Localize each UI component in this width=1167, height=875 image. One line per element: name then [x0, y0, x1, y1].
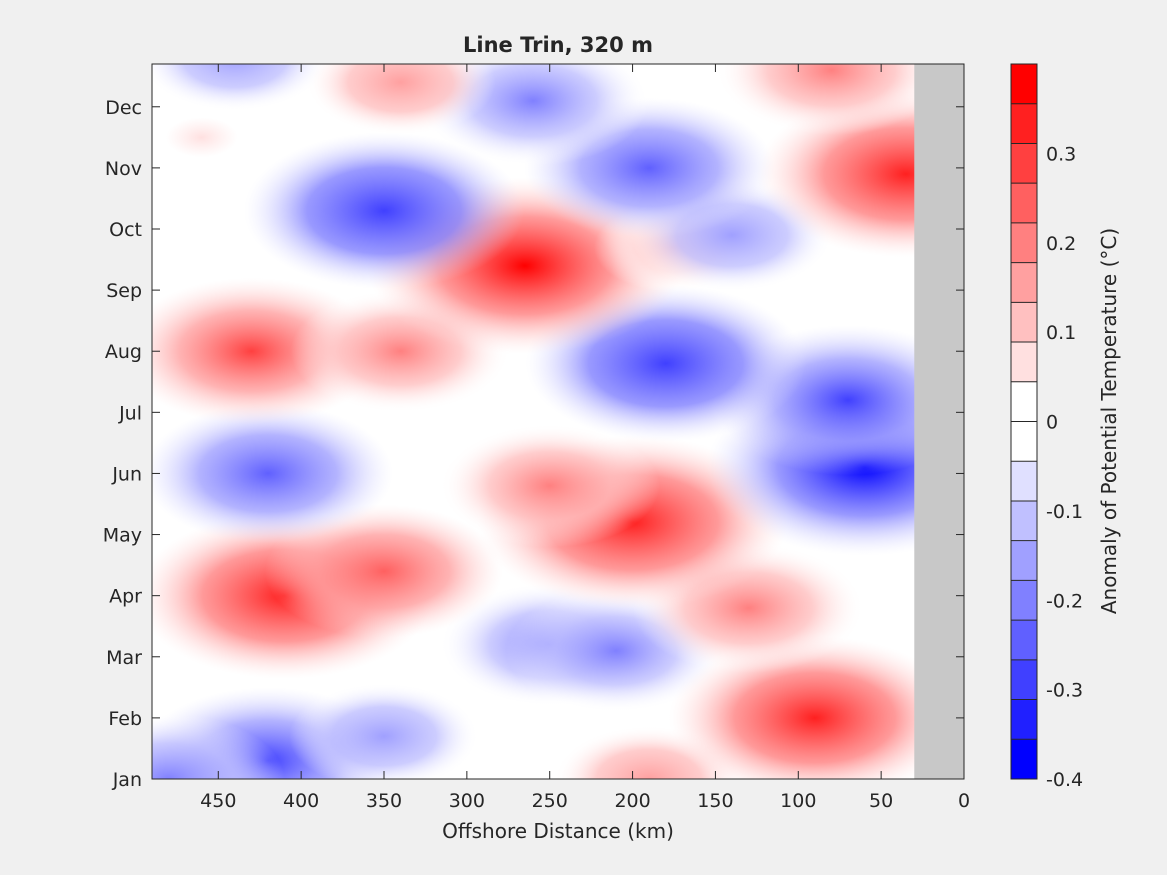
- colorbar-swatch: [1011, 659, 1037, 701]
- x-tick-label: 0: [958, 790, 970, 812]
- anomaly-blob: [152, 714, 285, 779]
- plot-frame: [151, 63, 965, 780]
- colorbar-swatch: [1011, 739, 1037, 780]
- y-axis: Jan Feb Mar Apr May Jun Jul Aug Sep Oct Nov Dec: [103, 97, 964, 791]
- colorbar-swatch: [1011, 500, 1037, 542]
- contour-fill-layer: [152, 64, 964, 779]
- colorbar-tick-label: -0.4: [1046, 769, 1083, 791]
- colorbar-swatch: [1011, 302, 1037, 343]
- colorbar-tick-label: -0.3: [1046, 680, 1083, 702]
- anomaly-blob: [244, 132, 524, 290]
- colorbar-label: Anomaly of Potential Temperature (°C): [1097, 228, 1121, 614]
- y-tick-label: Jan: [112, 769, 142, 791]
- plot-area: [151, 63, 965, 780]
- no-data-region: [914, 64, 964, 779]
- colorbar-tick-label: 0.1: [1046, 322, 1076, 344]
- x-tick-label: 50: [869, 790, 893, 812]
- anomaly-blob: [152, 100, 267, 174]
- colorbar-tick-label: 0.2: [1046, 233, 1076, 255]
- colorbar-swatch: [1011, 342, 1037, 383]
- colorbar-swatch: [1011, 580, 1037, 621]
- colorbar-tick-label: 0: [1046, 412, 1058, 434]
- anomaly-blob: [715, 64, 948, 136]
- y-tick-label: Oct: [109, 219, 142, 241]
- colorbar-swatch: [1011, 183, 1037, 224]
- y-tick-label: Mar: [106, 647, 142, 669]
- y-tick-label: Nov: [105, 158, 142, 180]
- x-tick-label: 100: [780, 790, 816, 812]
- y-tick-label: Jun: [111, 463, 142, 485]
- x-tick-label: 450: [200, 790, 236, 812]
- colorbar-swatch: [1011, 540, 1037, 581]
- colorbar-swatch: [1011, 381, 1037, 422]
- colorbar-swatch: [1011, 262, 1037, 303]
- x-tick-label: 200: [614, 790, 650, 812]
- colorbar-ticks: -0.4 -0.3 -0.2 -0.1 0 0.1 0.2 0.3: [1046, 143, 1083, 791]
- anomaly-blob: [289, 683, 479, 779]
- y-tick-label: Dec: [105, 97, 142, 119]
- x-tick-label: 350: [366, 790, 402, 812]
- colorbar: [1010, 63, 1038, 780]
- colorbar-swatch: [1011, 103, 1037, 144]
- anomaly-blob: [152, 403, 393, 544]
- anomaly-blob: [439, 424, 660, 548]
- colorbar-tick-label: 0.3: [1046, 143, 1076, 165]
- anomaly-blob: [265, 504, 503, 638]
- y-tick-label: Apr: [109, 586, 142, 608]
- x-axis-label: Offshore Distance (km): [442, 819, 674, 843]
- colorbar-swatch: [1011, 699, 1037, 740]
- colorbar-swatch: [1011, 64, 1037, 105]
- y-tick-label: Jul: [118, 402, 142, 424]
- x-tick-label: 400: [283, 790, 319, 812]
- y-tick-label: May: [103, 525, 142, 547]
- y-tick-label: Sep: [106, 280, 142, 302]
- colorbar-swatch: [1011, 620, 1037, 661]
- colorbar-swatch: [1011, 461, 1037, 502]
- x-axis: 450 400 350 300 250 200 150 100 50 0: [200, 64, 970, 812]
- x-tick-label: 300: [449, 790, 485, 812]
- y-tick-label: Feb: [108, 708, 142, 730]
- x-tick-label: 250: [532, 790, 568, 812]
- anomaly-blob: [305, 64, 496, 136]
- y-tick-label: Aug: [105, 341, 142, 363]
- colorbar-tick-label: -0.2: [1046, 590, 1083, 612]
- colorbar-swatch: [1011, 222, 1037, 264]
- colorbar-tick-label: -0.1: [1046, 501, 1083, 523]
- colorbar-swatch: [1011, 143, 1037, 184]
- chart-title: Line Trin, 320 m: [463, 33, 653, 57]
- colorbar-swatch: [1011, 421, 1037, 462]
- x-tick-label: 150: [697, 790, 733, 812]
- anomaly-blob: [152, 64, 330, 112]
